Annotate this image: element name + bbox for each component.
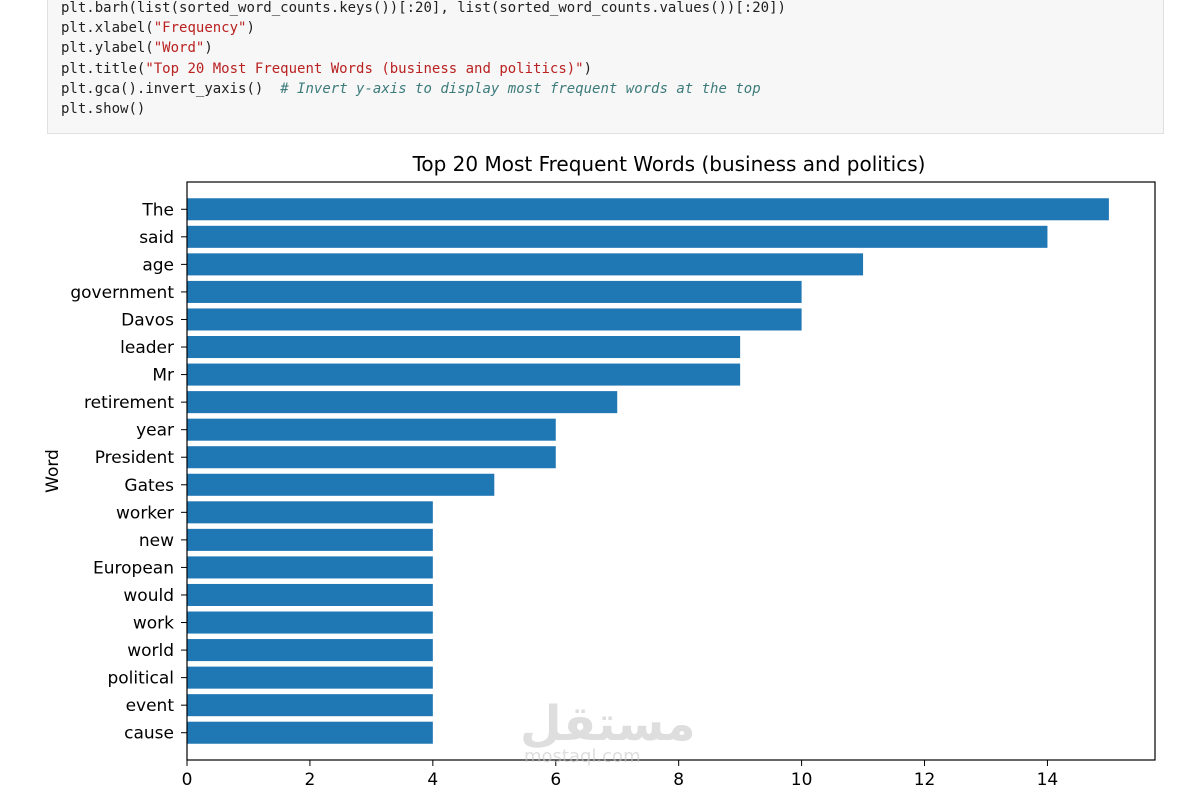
y-tick-label: cause	[124, 724, 174, 744]
bar-leader	[187, 336, 741, 359]
bar-age	[187, 253, 864, 276]
code-token: .	[86, 60, 95, 77]
code-line: plt.show()	[61, 99, 786, 119]
code-token: )	[246, 20, 255, 37]
y-tick-label: European	[93, 558, 174, 578]
code-token: plt	[61, 40, 87, 57]
y-tick-label: leader	[120, 338, 174, 358]
y-tick-label: world	[127, 641, 174, 661]
code-token: )	[583, 60, 593, 77]
bar-worker	[187, 501, 433, 524]
bar-year	[187, 418, 556, 441]
y-tick-label: year	[136, 421, 174, 441]
x-tick-label: 0	[182, 770, 193, 785]
code-lines: plt.barh(list(sorted_word_counts.keys())…	[61, 0, 786, 119]
code-token: .	[86, 101, 95, 118]
chart-title: Top 20 Most Frequent Words (business and…	[412, 152, 926, 176]
code-line: plt.title("Top 20 Most Frequent Words (b…	[61, 59, 786, 79]
code-token: # Invert y-axis to display most frequent…	[280, 80, 761, 97]
y-tick-label: Mr	[152, 366, 174, 386]
code-token: show()	[94, 101, 146, 118]
code-token: .	[86, 0, 95, 16]
code-token: )	[204, 40, 213, 57]
code-token: plt	[61, 20, 87, 37]
x-tick-label: 14	[1037, 770, 1059, 785]
bar-new	[187, 528, 433, 551]
code-token: barh(list(sorted_word_counts	[94, 0, 331, 16]
code-token: .	[86, 40, 95, 57]
code-token: invert_yaxis()	[145, 80, 281, 97]
code-token: title(	[94, 60, 146, 77]
bar-political	[187, 666, 433, 689]
y-tick-label: would	[123, 586, 174, 606]
y-tick-label: The	[141, 200, 174, 220]
y-tick-label: President	[95, 448, 175, 468]
code-token: .	[651, 0, 660, 16]
code-token: .	[86, 80, 95, 97]
code-token: "Word"	[153, 40, 205, 57]
bar-mr	[187, 363, 741, 386]
code-token: plt	[61, 80, 87, 97]
code-token: xlabel(	[94, 20, 154, 37]
code-line: plt.barh(list(sorted_word_counts.keys())…	[61, 0, 786, 18]
bar-retirement	[187, 391, 618, 414]
y-tick-label: new	[139, 531, 174, 551]
x-tick-label: 2	[305, 770, 316, 785]
x-tick-label: 4	[427, 770, 438, 785]
code-token: ])	[769, 0, 786, 16]
y-tick-label: Gates	[124, 476, 174, 496]
y-axis-label: Word	[43, 449, 63, 493]
bar-president	[187, 446, 556, 469]
code-token: keys())[:	[339, 0, 416, 16]
code-token: .	[86, 20, 95, 37]
x-tick-label: 12	[914, 770, 936, 785]
code-token: plt	[61, 101, 87, 118]
bar-european	[187, 556, 433, 579]
y-tick-label: retirement	[84, 393, 174, 413]
code-token: gca()	[94, 80, 137, 97]
bar-the	[187, 198, 1109, 221]
code-line: plt.gca().invert_yaxis() # Invert y-axis…	[61, 79, 786, 99]
x-tick-label: 10	[791, 770, 813, 785]
code-token: 20	[752, 0, 770, 16]
code-token: .	[330, 0, 340, 16]
x-tick-label: 8	[673, 770, 684, 785]
code-token: plt	[61, 60, 87, 77]
code-token: "Top 20 Most Frequent Words (business an…	[145, 60, 584, 77]
code-line: plt.ylabel("Word")	[61, 38, 786, 58]
code-token: ], list(sorted_word_counts	[431, 0, 652, 16]
x-tick-label: 6	[550, 770, 561, 785]
y-tick-label: age	[142, 255, 174, 275]
y-tick-label: government	[70, 283, 174, 303]
code-token: plt	[61, 0, 87, 16]
code-token: "Frequency"	[153, 20, 247, 37]
code-line: plt.xlabel("Frequency")	[61, 18, 786, 38]
y-tick-label: worker	[116, 503, 174, 523]
bar-world	[187, 639, 433, 662]
y-tick-label: political	[107, 669, 174, 689]
y-tick-label: Davos	[121, 310, 174, 330]
bar-work	[187, 611, 433, 634]
bar-event	[187, 694, 433, 717]
code-token: ylabel(	[94, 40, 154, 57]
plot-frame	[186, 181, 1156, 761]
code-token: values())[:	[659, 0, 753, 16]
bar-said	[187, 225, 1048, 248]
code-token: 20	[415, 0, 432, 16]
code-cell[interactable]: plt.barh(list(sorted_word_counts.keys())…	[47, 0, 1164, 134]
bar-government	[187, 280, 802, 303]
bar-would	[187, 583, 433, 606]
code-token: .	[136, 80, 146, 97]
bar-chart: Top 20 Most Frequent Words (business and…	[43, 152, 1156, 785]
y-tick-label: event	[126, 696, 175, 716]
y-tick-label: said	[139, 228, 174, 248]
bar-gates	[187, 473, 495, 496]
y-tick-label: work	[133, 614, 174, 634]
bar-davos	[187, 308, 802, 331]
bar-cause	[187, 721, 433, 744]
